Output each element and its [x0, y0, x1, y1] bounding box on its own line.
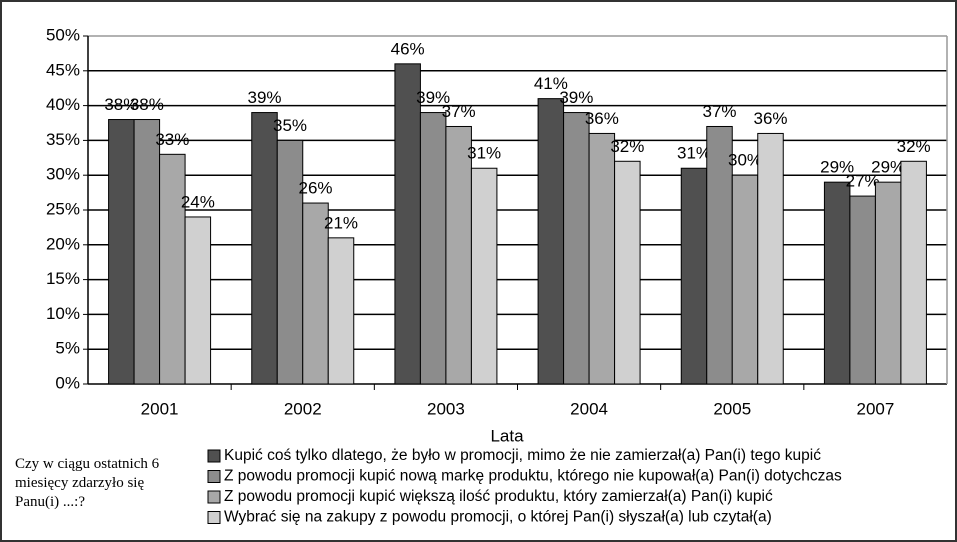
y-tick-label: 40% — [46, 95, 80, 114]
y-tick-label: 10% — [46, 304, 80, 323]
data-label: 29% — [871, 158, 905, 177]
data-label: 31% — [677, 144, 711, 163]
data-label: 41% — [534, 74, 568, 93]
bar — [874, 181, 902, 385]
bar — [470, 167, 498, 385]
legend-title: Czy w ciągu ostatnich 6 miesięcy zdarzył… — [15, 456, 160, 510]
bar — [588, 132, 616, 385]
legend-label: Z powodu promocji kupić większą ilość pr… — [224, 488, 773, 505]
bar — [251, 112, 278, 385]
legend-swatch — [207, 511, 221, 524]
data-label: 46% — [391, 39, 425, 58]
data-label: 24% — [181, 192, 215, 211]
legend-label: Kupić coś tylko dlatego, że było w promo… — [224, 447, 821, 464]
data-label: 36% — [753, 109, 787, 128]
legend-label: Wybrać się na zakupy z powodu promocji, … — [224, 509, 772, 526]
bar — [394, 63, 421, 385]
x-tick-label: 2002 — [284, 399, 322, 418]
data-label: 39% — [559, 88, 593, 107]
y-tick-label: 20% — [46, 234, 80, 253]
data-label: 31% — [467, 144, 501, 163]
y-tick-label: 50% — [46, 25, 80, 44]
data-label: 39% — [247, 88, 281, 107]
bar — [731, 174, 759, 385]
bar — [327, 237, 355, 385]
y-tick-label: 5% — [55, 339, 80, 358]
bar — [276, 139, 304, 385]
bar — [823, 181, 851, 385]
legend-swatch — [207, 470, 221, 483]
y-tick-label: 15% — [46, 269, 80, 288]
x-tick-label: 2001 — [141, 399, 179, 418]
data-label: 33% — [155, 130, 189, 149]
data-label: 36% — [585, 109, 619, 128]
x-tick-label: 2005 — [713, 399, 751, 418]
data-label: 35% — [273, 116, 307, 135]
data-label: 21% — [324, 213, 358, 232]
data-label: 39% — [416, 88, 450, 107]
bar — [614, 160, 641, 385]
legend-swatch — [207, 449, 221, 463]
x-axis-label: Lata — [490, 426, 524, 445]
bar — [537, 98, 565, 385]
data-label: 27% — [846, 172, 880, 191]
data-label: 26% — [298, 179, 332, 198]
bar — [133, 119, 161, 385]
bar — [445, 125, 472, 385]
bar — [302, 202, 329, 385]
y-tick-label: 25% — [46, 199, 80, 218]
bar — [680, 167, 708, 385]
data-label: 30% — [728, 151, 762, 170]
y-tick-label: 30% — [46, 165, 80, 184]
bar — [159, 153, 186, 385]
data-label: 38% — [130, 95, 164, 114]
x-tick-label: 2007 — [857, 399, 895, 418]
bar — [419, 112, 447, 385]
data-label: 38% — [104, 95, 138, 114]
data-label: 37% — [702, 102, 736, 121]
y-tick-label: 45% — [46, 60, 80, 79]
bar — [184, 216, 212, 385]
legend-label: Z powodu promocji kupić nową markę produ… — [224, 468, 842, 485]
bar — [108, 119, 135, 385]
y-tick-label: 0% — [55, 373, 80, 392]
data-label: 32% — [610, 137, 644, 156]
x-tick-label: 2004 — [570, 399, 608, 418]
bar — [563, 112, 590, 385]
data-label: 32% — [897, 137, 931, 156]
data-label: 37% — [442, 102, 476, 121]
x-tick-label: 2003 — [427, 399, 465, 418]
bar — [757, 132, 784, 385]
y-tick-label: 35% — [46, 130, 80, 149]
bar — [849, 195, 876, 385]
data-label: 29% — [820, 158, 854, 177]
legend-swatch — [207, 490, 221, 504]
bar — [900, 160, 927, 385]
